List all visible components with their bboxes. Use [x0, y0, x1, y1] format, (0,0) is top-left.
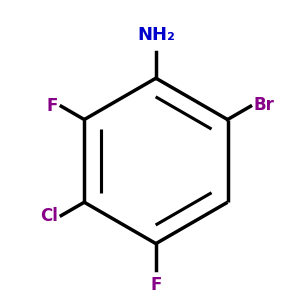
Text: Cl: Cl [40, 206, 58, 224]
Text: F: F [47, 97, 58, 115]
Text: F: F [150, 276, 162, 294]
Text: NH₂: NH₂ [137, 26, 175, 44]
Text: Br: Br [254, 96, 274, 114]
